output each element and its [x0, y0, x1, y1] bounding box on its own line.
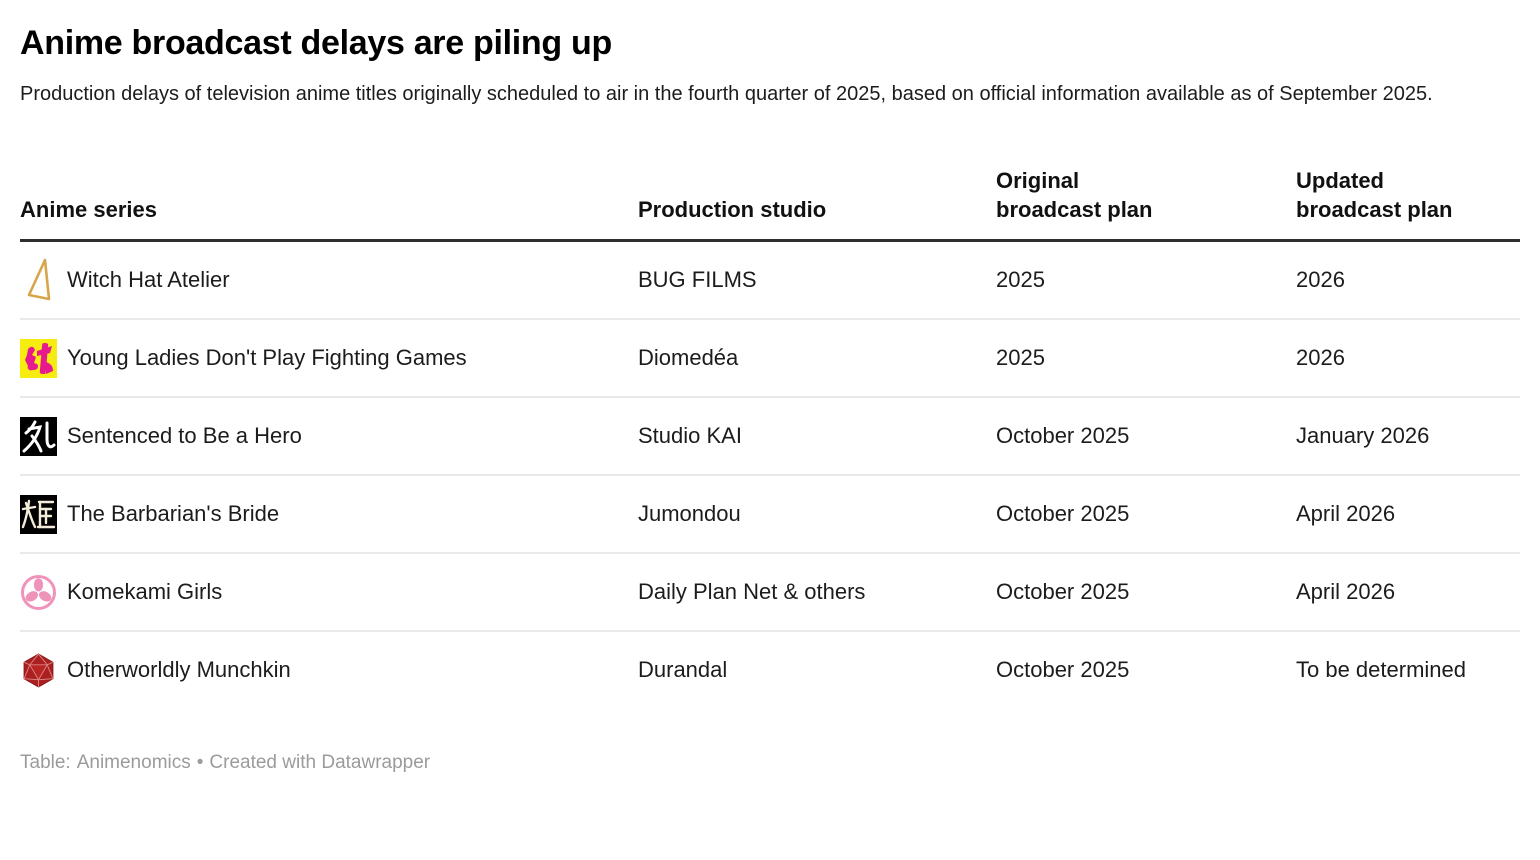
- original-plan-cell: October 2025: [996, 397, 1296, 477]
- column-header-label: Anime series: [20, 196, 157, 222]
- original-plan-cell: October 2025: [996, 553, 1296, 633]
- series-name: The Barbarian's Bride: [67, 501, 280, 527]
- table-row: Komekami Girls Daily Plan Net & others O…: [20, 553, 1520, 633]
- series-cell: Young Ladies Don't Play Fighting Games: [20, 319, 638, 399]
- table-row: The Barbarian's Bride Jumondou October 2…: [20, 475, 1520, 555]
- column-header-original-plan: Original broadcast plan: [996, 167, 1296, 243]
- studio-cell: Daily Plan Net & others: [638, 553, 996, 633]
- table-row: Witch Hat Atelier BUG FILMS 2025 2026: [20, 240, 1520, 321]
- fighting-figure-icon: [20, 336, 57, 380]
- series-cell: Komekami Girls: [20, 553, 638, 633]
- series-name: Sentenced to Be a Hero: [67, 423, 302, 449]
- chart-container: Anime broadcast delays are piling up Pro…: [0, 24, 1540, 774]
- d20-die-icon: [20, 648, 57, 692]
- updated-plan-cell: January 2026: [1296, 397, 1520, 477]
- series-name: Young Ladies Don't Play Fighting Games: [67, 345, 467, 371]
- header-row: Anime series Production studio Original …: [20, 167, 1520, 243]
- source-link[interactable]: Animenomics: [76, 752, 191, 774]
- studio-cell: Diomedéa: [638, 319, 996, 399]
- column-header-updated-plan: Updated broadcast plan: [1296, 167, 1520, 243]
- column-header-label: Updated broadcast plan: [1296, 168, 1453, 222]
- original-plan-cell: 2025: [996, 240, 1296, 321]
- datawrapper-credit-link[interactable]: Created with Datawrapper: [209, 752, 431, 774]
- kanji-sho-icon: [20, 414, 57, 458]
- series-cell: Sentenced to Be a Hero: [20, 397, 638, 477]
- original-plan-cell: October 2025: [996, 657, 1130, 683]
- updated-plan-cell: April 2026: [1296, 553, 1520, 633]
- series-cell: Witch Hat Atelier: [20, 240, 638, 321]
- series-cell: The Barbarian's Bride: [20, 475, 638, 555]
- table-row: Otherworldly Munchkin Durandal October 2…: [20, 631, 1520, 708]
- three-petal-emblem-icon: [20, 570, 57, 614]
- footer: Table: Animenomics • Created with Datawr…: [20, 752, 1520, 774]
- series-name: Otherworldly Munchkin: [67, 657, 291, 683]
- updated-plan-cell: To be determined: [1296, 657, 1466, 683]
- column-header-label: Original broadcast plan: [996, 168, 1153, 222]
- studio-cell: Jumondou: [638, 475, 996, 555]
- table-row: Young Ladies Don't Play Fighting Games D…: [20, 319, 1520, 399]
- studio-cell: BUG FILMS: [638, 240, 996, 321]
- updated-plan-cell: 2026: [1296, 319, 1520, 399]
- footer-separator: •: [196, 752, 204, 774]
- original-plan-cell: October 2025: [996, 475, 1296, 555]
- series-name: Komekami Girls: [67, 579, 223, 605]
- series-name: Witch Hat Atelier: [67, 267, 230, 293]
- anime-delays-table: Anime series Production studio Original …: [20, 167, 1520, 708]
- chart-description: Production delays of television anime ti…: [20, 83, 1433, 106]
- column-header-production-studio: Production studio: [638, 167, 996, 243]
- series-cell: Otherworldly Munchkin: [20, 631, 638, 708]
- page-title: Anime broadcast delays are piling up: [20, 24, 612, 62]
- studio-cell: Durandal: [638, 657, 728, 683]
- studio-cell: Studio KAI: [638, 397, 996, 477]
- updated-plan-cell: 2026: [1296, 240, 1520, 321]
- updated-plan-cell: April 2026: [1296, 475, 1520, 555]
- table-row: Sentenced to Be a Hero Studio KAI Octobe…: [20, 397, 1520, 477]
- footer-source-label: Table:: [20, 752, 71, 774]
- column-header-anime-series: Anime series: [20, 167, 638, 243]
- column-header-label: Production studio: [638, 196, 827, 222]
- kanji-hime-icon: [20, 492, 57, 536]
- original-plan-cell: 2025: [996, 319, 1296, 399]
- witch-hat-icon: [20, 258, 57, 302]
